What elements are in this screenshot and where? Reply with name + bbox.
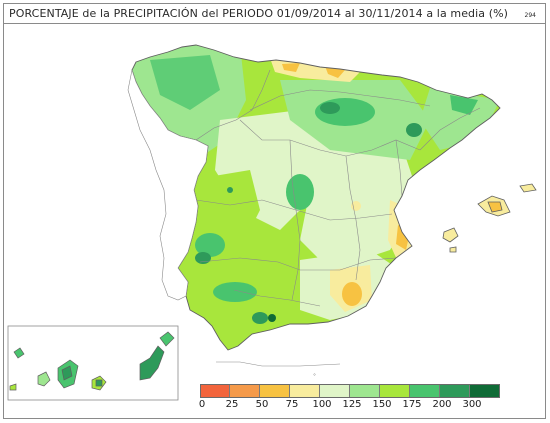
title-bar: PORCENTAJE de la PRECIPITACIÓN del PERIO… — [3, 3, 546, 24]
legend-tick-label: 100 — [312, 399, 332, 410]
legend-swatch — [470, 384, 500, 398]
canary-islands — [9, 331, 175, 391]
legend-swatch — [410, 384, 440, 398]
legend-swatch — [440, 384, 470, 398]
legend-tick-label: 125 — [342, 399, 362, 410]
map-title: PORCENTAJE de la PRECIPITACIÓN del PERIO… — [9, 7, 509, 20]
legend-tick-label: 50 — [255, 399, 269, 410]
portugal-outline — [127, 68, 209, 301]
legend-tick-label: 300 — [462, 399, 482, 410]
legend-swatch — [320, 384, 350, 398]
africa-coast — [216, 361, 341, 367]
legend-tick-label: 200 — [432, 399, 452, 410]
legend-swatch — [350, 384, 380, 398]
legend-swatch — [230, 384, 260, 398]
inset-mark: ° — [313, 373, 316, 380]
legend-swatch — [290, 384, 320, 398]
map-code: 294 — [524, 12, 536, 19]
legend: 0 25 50 75 100 125 150 175 200 300 — [198, 384, 500, 414]
region-borders — [195, 69, 481, 307]
legend-tick-label: 175 — [402, 399, 422, 410]
balearic-islands — [442, 183, 537, 253]
legend-swatch — [380, 384, 410, 398]
legend-swatch — [260, 384, 290, 398]
legend-tick-label: 25 — [225, 399, 239, 410]
legend-tick-label: 75 — [285, 399, 299, 410]
legend-tick-label: 150 — [372, 399, 392, 410]
legend-tick-label: 0 — [198, 399, 206, 410]
legend-swatch — [200, 384, 230, 398]
